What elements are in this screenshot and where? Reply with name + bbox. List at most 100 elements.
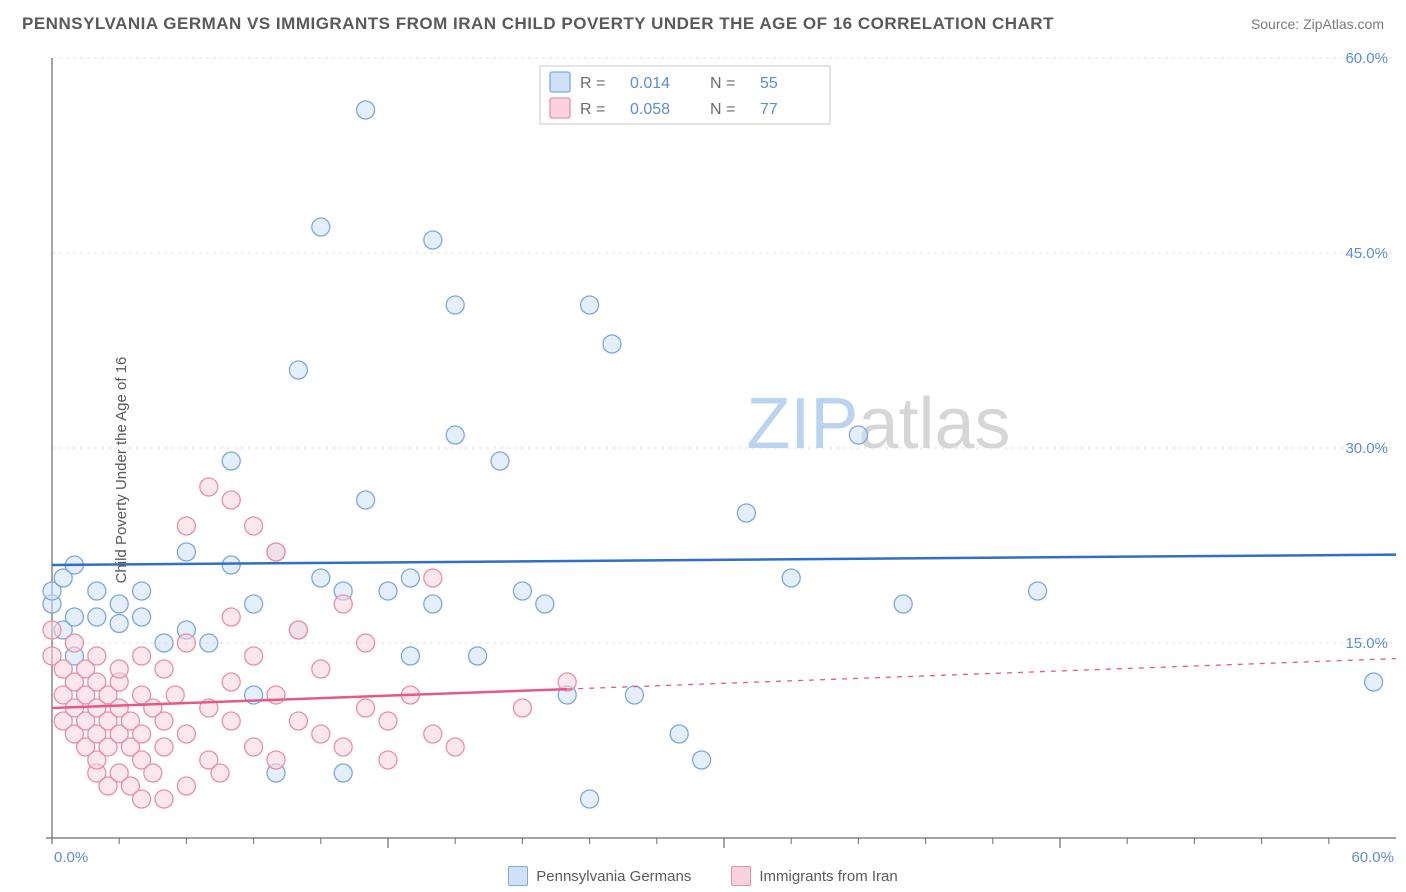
x-origin-label: 0.0%: [54, 849, 88, 866]
stats-n-value: 77: [760, 101, 778, 118]
data-point: [43, 621, 61, 639]
stats-swatch: [550, 72, 570, 92]
data-point: [155, 712, 173, 730]
stats-r-value: 0.014: [630, 75, 670, 92]
data-point: [133, 647, 151, 665]
data-point: [177, 634, 195, 652]
data-point: [289, 621, 307, 639]
data-point: [245, 738, 263, 756]
data-point: [379, 751, 397, 769]
legend-label: Immigrants from Iran: [759, 868, 897, 885]
data-point: [581, 790, 599, 808]
data-point: [245, 647, 263, 665]
data-point: [357, 101, 375, 119]
data-point: [133, 582, 151, 600]
legend-item: Pennsylvania Germans: [508, 866, 691, 886]
data-point: [289, 712, 307, 730]
stats-swatch: [550, 98, 570, 118]
data-point: [65, 634, 83, 652]
data-point: [446, 426, 464, 444]
legend-label: Pennsylvania Germans: [536, 868, 691, 885]
data-point: [211, 764, 229, 782]
watermark: ZIPatlas: [746, 384, 1010, 464]
correlation-scatter-chart: ZIPatlas15.0%30.0%45.0%60.0%0.0%60.0%R =…: [0, 48, 1406, 886]
y-tick-label: 30.0%: [1345, 440, 1388, 457]
data-point: [267, 543, 285, 561]
data-point: [177, 777, 195, 795]
data-point: [849, 426, 867, 444]
data-point: [334, 738, 352, 756]
data-point: [133, 790, 151, 808]
data-point: [1365, 673, 1383, 691]
data-point: [177, 517, 195, 535]
data-point: [200, 478, 218, 496]
data-point: [894, 595, 912, 613]
data-point: [737, 504, 755, 522]
data-point: [177, 543, 195, 561]
data-point: [625, 686, 643, 704]
data-point: [603, 335, 621, 353]
data-point: [267, 751, 285, 769]
data-point: [222, 712, 240, 730]
y-tick-label: 60.0%: [1345, 50, 1388, 67]
legend-swatch: [508, 866, 528, 886]
data-point: [334, 764, 352, 782]
data-point: [200, 634, 218, 652]
data-point: [222, 608, 240, 626]
data-point: [289, 361, 307, 379]
data-point: [357, 699, 375, 717]
data-point: [222, 491, 240, 509]
data-point: [312, 569, 330, 587]
y-tick-label: 45.0%: [1345, 245, 1388, 262]
legend: Pennsylvania Germans Immigrants from Iran: [0, 866, 1406, 886]
data-point: [424, 725, 442, 743]
data-point: [65, 608, 83, 626]
data-point: [469, 647, 487, 665]
data-point: [401, 647, 419, 665]
stats-n-label: N =: [710, 75, 735, 92]
chart-title: PENNSYLVANIA GERMAN VS IMMIGRANTS FROM I…: [22, 14, 1054, 34]
legend-item: Immigrants from Iran: [731, 866, 897, 886]
data-point: [267, 686, 285, 704]
data-point: [581, 296, 599, 314]
data-point: [222, 556, 240, 574]
data-point: [155, 790, 173, 808]
data-point: [245, 517, 263, 535]
data-point: [536, 595, 554, 613]
data-point: [312, 725, 330, 743]
stats-n-label: N =: [710, 101, 735, 118]
data-point: [110, 615, 128, 633]
data-point: [88, 608, 106, 626]
data-point: [166, 686, 184, 704]
data-point: [334, 595, 352, 613]
trend-line-extrapolated: [567, 659, 1396, 689]
data-point: [446, 738, 464, 756]
data-point: [357, 491, 375, 509]
data-point: [312, 660, 330, 678]
data-point: [110, 595, 128, 613]
data-point: [144, 764, 162, 782]
data-point: [312, 218, 330, 236]
data-point: [379, 582, 397, 600]
y-axis-label: Child Poverty Under the Age of 16: [113, 357, 130, 584]
data-point: [513, 699, 531, 717]
x-max-label: 60.0%: [1351, 849, 1394, 866]
stats-r-value: 0.058: [630, 101, 670, 118]
trend-line: [52, 555, 1396, 565]
data-point: [133, 725, 151, 743]
stats-r-label: R =: [580, 101, 605, 118]
data-point: [513, 582, 531, 600]
data-point: [133, 608, 151, 626]
data-point: [401, 569, 419, 587]
stats-r-label: R =: [580, 75, 605, 92]
data-point: [424, 569, 442, 587]
data-point: [446, 296, 464, 314]
data-point: [245, 595, 263, 613]
data-point: [177, 725, 195, 743]
data-point: [155, 634, 173, 652]
source-label: Source: ZipAtlas.com: [1251, 16, 1384, 32]
data-point: [1029, 582, 1047, 600]
data-point: [155, 738, 173, 756]
data-point: [782, 569, 800, 587]
data-point: [222, 673, 240, 691]
